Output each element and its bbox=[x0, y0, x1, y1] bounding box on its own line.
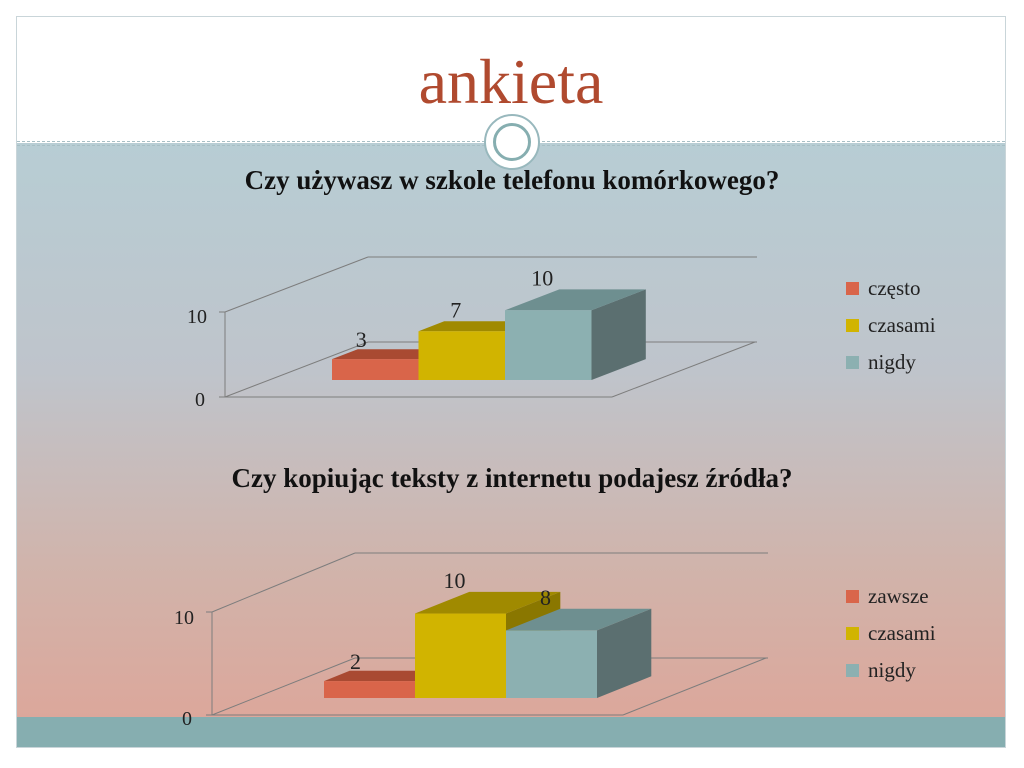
y-tick-label: 10 bbox=[187, 306, 207, 328]
y-tick-label: 10 bbox=[174, 607, 194, 629]
legend-label: zawsze bbox=[868, 584, 929, 608]
data-label: 7 bbox=[450, 297, 461, 322]
legend-label: czasami bbox=[868, 313, 936, 337]
legend-item-zawsze: zawsze bbox=[846, 578, 936, 615]
data-label: 8 bbox=[540, 585, 551, 610]
legend-item-czesto: często bbox=[846, 270, 936, 307]
data-label: 10 bbox=[444, 568, 466, 593]
slide-title: ankieta bbox=[418, 46, 604, 117]
bar-1 bbox=[418, 331, 505, 380]
legend-item-nigdy: nigdy bbox=[846, 344, 936, 381]
legend-swatch bbox=[846, 356, 859, 369]
legend-swatch bbox=[846, 664, 859, 677]
chart-2-legend: zawsze czasami nigdy bbox=[846, 578, 936, 689]
bottom-bar bbox=[17, 717, 1005, 748]
divider-ornament-icon bbox=[484, 114, 540, 170]
legend-label: nigdy bbox=[868, 350, 916, 374]
legend-label: nigdy bbox=[868, 658, 916, 682]
bar-0 bbox=[324, 681, 415, 698]
bar-top-0 bbox=[332, 349, 445, 360]
data-label: 2 bbox=[350, 649, 361, 674]
chart-1-title: Czy używasz w szkole telefonu komórkoweg… bbox=[244, 165, 780, 195]
floor-left-diagonal-line bbox=[211, 657, 356, 716]
floor-right-diagonal-line bbox=[611, 341, 756, 398]
legend-swatch bbox=[846, 627, 859, 640]
bar-top-1 bbox=[415, 591, 561, 614]
data-label: 10 bbox=[531, 265, 553, 290]
bar-side-2 bbox=[591, 289, 646, 380]
bar-top-1 bbox=[418, 321, 531, 332]
data-label: 3 bbox=[356, 327, 367, 352]
bar-top-2 bbox=[505, 289, 646, 311]
legend-label: czasami bbox=[868, 621, 936, 645]
legend-swatch bbox=[846, 319, 859, 332]
floor-right-diagonal-line bbox=[622, 657, 767, 716]
legend-label: często bbox=[868, 276, 921, 300]
chart-1-legend: często czasami nigdy bbox=[846, 270, 936, 381]
legend-swatch bbox=[846, 590, 859, 603]
slide-frame bbox=[16, 16, 1006, 748]
legend-item-czasami: czasami bbox=[846, 615, 936, 652]
legend-swatch bbox=[846, 282, 859, 295]
floor-left-diagonal-line bbox=[224, 341, 369, 398]
bar-side-2 bbox=[597, 608, 652, 698]
y-tick-label: 0 bbox=[182, 708, 192, 730]
chart-2-title: Czy kopiując teksty z internetu podajesz… bbox=[231, 463, 793, 493]
legend-item-czasami: czasami bbox=[846, 307, 936, 344]
bar-2 bbox=[505, 310, 592, 380]
bar-top-0 bbox=[324, 670, 441, 682]
y-tick-label: 0 bbox=[195, 389, 205, 411]
legend-item-nigdy: nigdy bbox=[846, 652, 936, 689]
bar-1 bbox=[415, 613, 506, 698]
bar-2 bbox=[506, 630, 597, 698]
bar-top-2 bbox=[506, 608, 652, 631]
axis-top-diagonal-line bbox=[211, 552, 356, 613]
axis-top-diagonal-line bbox=[224, 256, 369, 313]
bar-0 bbox=[332, 359, 419, 380]
